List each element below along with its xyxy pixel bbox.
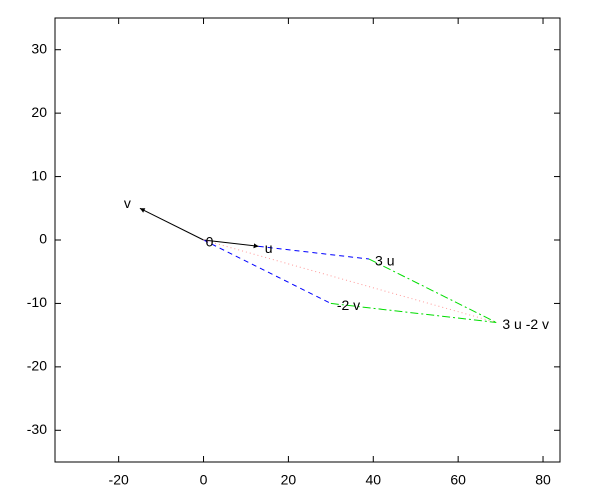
x-tick-label: 0 xyxy=(200,472,208,488)
vector-segment xyxy=(368,258,497,323)
y-tick-label: -20 xyxy=(27,358,47,374)
x-tick-label: 80 xyxy=(535,472,551,488)
point-label: u xyxy=(265,240,273,256)
point-label: v xyxy=(124,195,131,211)
vector-segment xyxy=(203,239,332,304)
point-label: 3 u xyxy=(375,253,394,269)
x-tick-label: 20 xyxy=(281,472,297,488)
point-label: -2 v xyxy=(337,297,360,313)
vector-segment xyxy=(203,239,497,323)
point-label: 0 xyxy=(206,234,214,250)
x-tick-label: 40 xyxy=(365,472,381,488)
vector-segment xyxy=(139,207,204,241)
point-label: 3 u -2 v xyxy=(502,316,549,332)
vector-segment xyxy=(203,239,259,249)
plot-frame xyxy=(54,17,561,463)
y-tick-label: 20 xyxy=(31,104,47,120)
y-tick-label: 10 xyxy=(31,167,47,183)
y-tick-label: -30 xyxy=(27,421,47,437)
vector-segment xyxy=(330,302,497,323)
y-tick-label: 0 xyxy=(39,231,47,247)
y-tick-label: -10 xyxy=(27,294,47,310)
vector-segment xyxy=(258,245,370,260)
y-tick-label: 30 xyxy=(31,40,47,56)
x-tick-label: -20 xyxy=(109,472,129,488)
x-tick-label: 60 xyxy=(450,472,466,488)
